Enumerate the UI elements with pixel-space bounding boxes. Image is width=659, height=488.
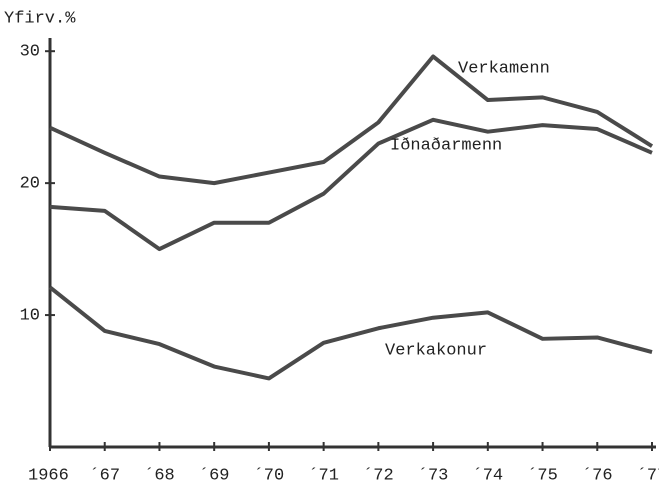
x-tick-label: ´68	[144, 466, 175, 485]
series-line	[48, 285, 653, 381]
series-line	[49, 54, 654, 186]
x-tick-label: ´72	[363, 466, 394, 485]
x-tick-label: ´73	[418, 466, 449, 485]
x-tick-label: ´75	[527, 466, 558, 485]
y-tick-label: 20	[20, 175, 40, 194]
x-tick-label: ´76	[582, 466, 613, 485]
x-tick-label: ´70	[254, 466, 285, 485]
x-tick-label: ´71	[308, 466, 339, 485]
x-tick-label: 1966	[28, 466, 69, 485]
y-tick-label: 10	[20, 307, 40, 326]
x-tick-label: ´77	[637, 466, 659, 485]
series-label: Iðnaðarmenn	[390, 136, 502, 155]
y-tick-label: 30	[20, 43, 40, 62]
x-tick-label: ´69	[199, 466, 230, 485]
x-tick-label: ´67	[89, 466, 120, 485]
y-axis-label: Yfirv.%	[4, 9, 76, 28]
series-label: Verkamenn	[458, 59, 550, 78]
x-tick-label: ´74	[473, 466, 504, 485]
series-label: Verkakonur	[385, 341, 487, 360]
series-line	[49, 117, 653, 252]
